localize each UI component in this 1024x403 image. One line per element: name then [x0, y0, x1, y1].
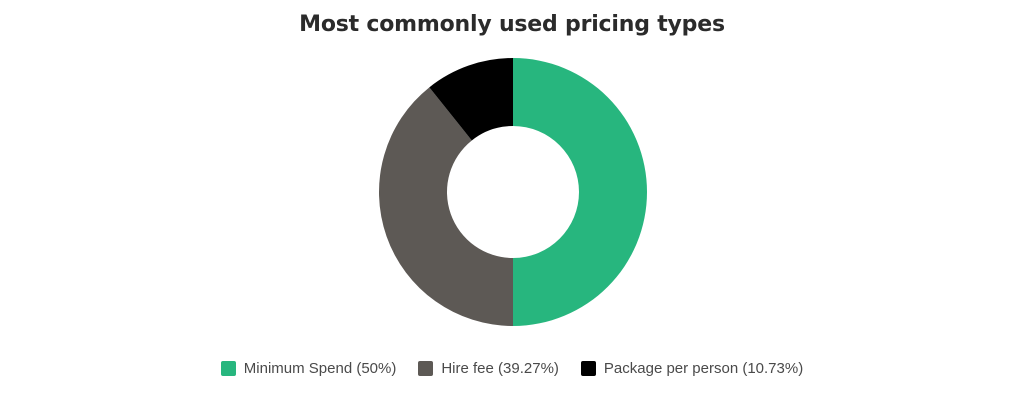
legend-label-hire-fee: Hire fee (39.27%) — [441, 360, 559, 377]
legend-item-package-per-person[interactable]: Package per person (10.73%) — [580, 360, 804, 377]
legend-label-package-per-person: Package per person (10.73%) — [603, 360, 804, 377]
chart-title: Most commonly used pricing types — [299, 12, 725, 37]
legend-swatch-minimum-spend — [220, 361, 236, 376]
legend-item-hire-fee[interactable]: Hire fee (39.27%) — [418, 360, 559, 377]
chart-legend: Minimum Spend (50%) Hire fee (39.27%) Pa… — [0, 360, 1024, 377]
slice-minimum-spend[interactable] — [513, 58, 647, 326]
slice-package-per-person[interactable] — [429, 58, 513, 141]
legend-item-minimum-spend[interactable]: Minimum Spend (50%) — [220, 360, 397, 377]
legend-swatch-package-per-person — [580, 361, 596, 376]
legend-swatch-hire-fee — [418, 361, 434, 376]
legend-label-minimum-spend: Minimum Spend (50%) — [243, 360, 397, 377]
slice-hire-fee[interactable] — [378, 87, 513, 326]
